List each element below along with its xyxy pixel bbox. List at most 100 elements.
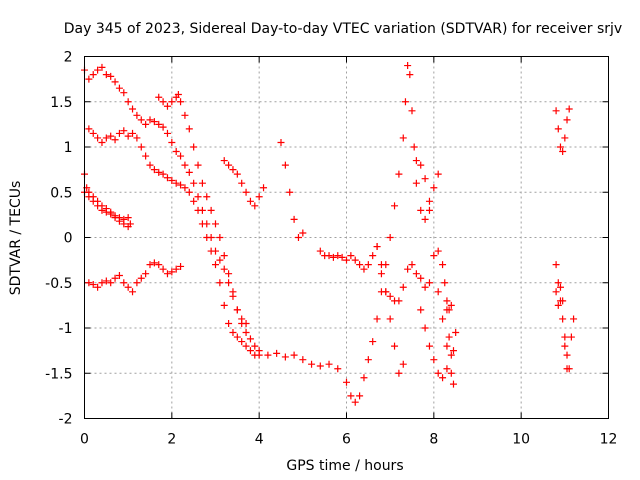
data-point <box>190 179 198 187</box>
data-point <box>343 378 350 386</box>
data-point <box>556 143 564 151</box>
data-point <box>207 206 215 214</box>
data-point <box>246 347 254 355</box>
data-point <box>159 123 167 131</box>
data-point <box>255 351 263 359</box>
y-tick-label: -2 <box>59 412 73 428</box>
data-point <box>168 268 176 276</box>
data-point <box>120 279 128 287</box>
data-point <box>107 279 115 287</box>
data-point <box>129 129 137 137</box>
y-tick-label: 0.5 <box>50 185 72 201</box>
data-point <box>329 253 337 261</box>
data-point <box>412 179 420 187</box>
data-point <box>439 315 447 323</box>
data-point <box>85 279 93 287</box>
data-point <box>382 288 390 296</box>
data-point <box>441 279 449 287</box>
data-point <box>277 138 285 146</box>
data-point <box>421 324 429 332</box>
data-point <box>434 247 442 255</box>
data-point <box>129 288 137 296</box>
data-point <box>445 306 453 314</box>
data-point <box>115 214 123 222</box>
x-tick-label: 2 <box>167 432 176 448</box>
data-point <box>168 176 176 184</box>
y-tick-label: 0 <box>64 231 73 247</box>
x-tick-label: 6 <box>342 432 351 448</box>
data-point <box>246 335 254 343</box>
data-point <box>430 356 438 364</box>
data-point <box>111 212 119 220</box>
series-track-f <box>155 91 250 327</box>
data-point <box>111 136 119 144</box>
data-point <box>351 398 359 406</box>
data-point <box>177 181 185 189</box>
y-axis-label: SDTVAR / TECUs <box>8 181 24 296</box>
data-point <box>356 261 364 269</box>
data-point <box>373 315 381 323</box>
data-point <box>399 134 407 142</box>
data-point <box>220 157 228 165</box>
data-point <box>185 188 193 196</box>
data-point <box>377 270 385 278</box>
data-point <box>299 356 307 364</box>
data-point <box>94 66 102 74</box>
data-point <box>552 107 560 115</box>
plot-frame <box>84 56 609 419</box>
data-point <box>94 134 102 142</box>
data-point <box>399 283 407 291</box>
data-point <box>281 161 289 169</box>
data-point <box>386 234 394 241</box>
series-track-j <box>412 157 457 388</box>
data-point <box>406 71 414 79</box>
data-point <box>449 380 457 388</box>
data-point <box>233 306 241 314</box>
y-tick-label: -1.5 <box>45 366 72 382</box>
data-point <box>563 116 571 124</box>
data-point <box>251 342 259 350</box>
data-point <box>373 243 381 251</box>
data-point <box>410 143 418 151</box>
data-point <box>395 297 403 305</box>
grid <box>84 56 609 419</box>
data-point <box>561 342 569 350</box>
data-point <box>565 105 573 113</box>
data-point <box>225 319 233 327</box>
data-point <box>181 184 189 192</box>
data-point <box>255 193 263 201</box>
data-point <box>377 261 385 269</box>
data-point <box>194 161 202 169</box>
data-point <box>421 215 429 223</box>
data-point <box>408 107 416 115</box>
data-point <box>142 152 150 160</box>
data-point <box>559 315 567 323</box>
data-point <box>181 161 189 169</box>
data-point <box>163 174 171 182</box>
data-point <box>142 120 150 128</box>
series-track-m <box>417 306 451 382</box>
chart-title: Day 345 of 2023, Sidereal Day-to-day VTE… <box>64 21 622 37</box>
data-point <box>207 247 215 255</box>
data-point <box>212 261 219 269</box>
data-point <box>172 265 180 273</box>
data-point <box>150 118 158 126</box>
data-point <box>115 272 123 280</box>
data-point <box>163 102 171 110</box>
data-point <box>102 208 110 216</box>
data-point <box>434 288 442 296</box>
data-point <box>85 193 93 201</box>
data-point <box>172 148 180 156</box>
data-point <box>198 220 206 228</box>
data-point <box>260 184 268 192</box>
data-point <box>225 270 233 278</box>
data-point <box>163 129 171 137</box>
data-point <box>137 274 145 282</box>
data-point <box>233 333 241 341</box>
data-point <box>89 197 97 205</box>
data-point <box>430 252 438 260</box>
data-point <box>242 188 250 196</box>
y-tick-label: 1 <box>64 140 73 156</box>
data-point <box>220 252 228 260</box>
data-point <box>203 234 211 241</box>
